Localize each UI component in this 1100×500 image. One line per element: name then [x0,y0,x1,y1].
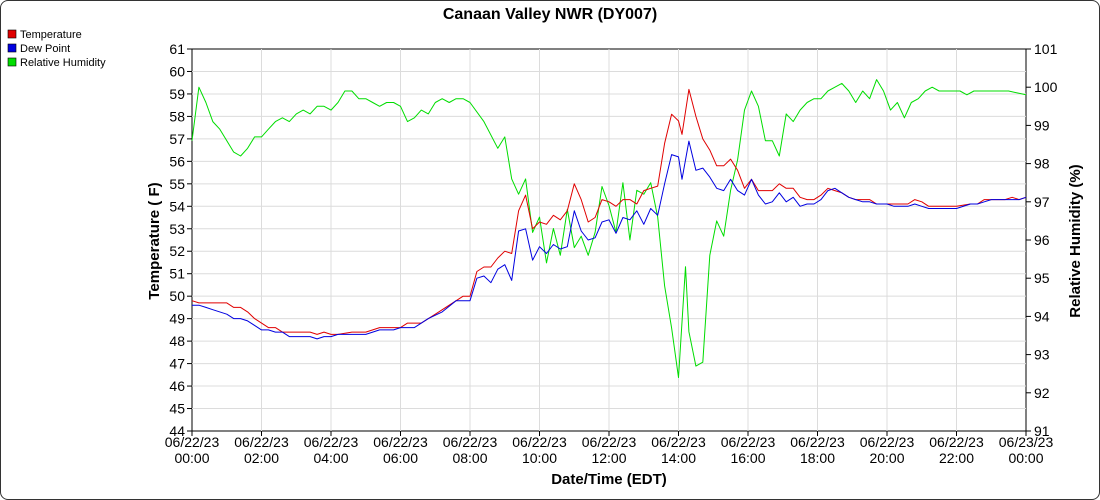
left-tick-label: 46 [169,378,185,394]
x-tick-date: 06/22/23 [443,434,498,450]
left-tick-label: 56 [169,153,185,169]
left-tick-label: 54 [169,198,185,214]
grid [192,49,1026,431]
x-axis-ticks: 06/22/2300:0006/22/2302:0006/22/2304:000… [165,431,1054,466]
left-tick-label: 61 [169,41,185,57]
x-tick-time: 00:00 [1008,450,1043,466]
legend-swatch-temperature [7,29,17,39]
x-tick-time: 22:00 [939,450,974,466]
legend-label-dew-point: Dew Point [20,43,70,55]
x-tick-time: 08:00 [452,450,487,466]
x-tick-time: 06:00 [383,450,418,466]
left-tick-label: 58 [169,108,185,124]
right-tick-label: 100 [1034,79,1058,95]
left-tick-label: 57 [169,131,185,147]
right-tick-label: 94 [1034,308,1050,324]
legend-label-temperature: Temperature [20,29,82,41]
x-tick-time: 10:00 [522,450,557,466]
series-line-temperature [191,88,1027,335]
x-tick-date: 06/22/23 [373,434,428,450]
legend-swatch-dew-point [7,43,17,53]
right-tick-label: 96 [1034,232,1050,248]
x-tick-time: 00:00 [174,450,209,466]
series-line-relative-humidity [191,79,1027,378]
x-tick-time: 14:00 [661,450,696,466]
x-tick-date: 06/22/23 [721,434,776,450]
legend-swatch-relative-humidity [7,57,17,67]
right-axis-label: Relative Humidity (%) [1067,164,1084,317]
right-tick-label: 93 [1034,347,1050,363]
right-tick-label: 95 [1034,270,1050,286]
left-tick-label: 44 [169,423,185,439]
series-layer [191,79,1027,378]
x-tick-date: 06/22/23 [651,434,706,450]
x-tick-time: 18:00 [800,450,835,466]
left-tick-label: 55 [169,176,185,192]
right-tick-label: 98 [1034,156,1050,172]
left-tick-label: 48 [169,333,185,349]
right-tick-label: 101 [1034,41,1058,57]
left-tick-label: 51 [169,266,185,282]
x-tick-date: 06/22/23 [582,434,637,450]
x-tick-date: 06/22/23 [860,434,915,450]
x-tick-time: 04:00 [313,450,348,466]
right-axis-ticks: 91 92 93 94 95 96 97 98 99 100 101 [1026,41,1058,439]
series-line-dew-point [192,140,1027,340]
left-tick-label: 53 [169,221,185,237]
left-tick-label: 45 [169,401,185,417]
left-tick-label: 49 [169,311,185,327]
x-tick-date: 06/22/23 [512,434,567,450]
left-tick-label: 47 [169,356,185,372]
left-tick-label: 52 [169,243,185,259]
x-axis-label: Date/Time (EDT) [551,471,667,488]
left-tick-label: 60 [169,63,185,79]
x-tick-date: 06/22/23 [929,434,984,450]
legend-label-relative-humidity: Relative Humidity [20,57,106,69]
left-axis-label: Temperature ( F) [146,182,163,299]
left-tick-label: 59 [169,86,185,102]
chart-title: Canaan Valley NWR (DY007) [443,6,657,23]
left-axis-ticks: 44 45 46 47 48 49 50 51 52 53 54 55 56 57 58 59 60 61 [169,41,192,439]
x-tick-time: 12:00 [591,450,626,466]
right-tick-label: 91 [1034,423,1050,439]
right-tick-label: 99 [1034,117,1050,133]
x-tick-date: 06/22/23 [165,434,220,450]
x-tick-date: 06/23/23 [999,434,1054,450]
x-tick-date: 06/22/23 [234,434,289,450]
right-tick-label: 92 [1034,385,1050,401]
legend: Temperature Dew Point Relative Humidity [7,29,106,69]
left-tick-label: 50 [169,288,185,304]
x-tick-time: 20:00 [869,450,904,466]
x-tick-date: 06/22/23 [790,434,845,450]
x-tick-date: 06/22/23 [304,434,359,450]
x-tick-time: 02:00 [244,450,279,466]
right-tick-label: 97 [1034,194,1050,210]
x-tick-time: 16:00 [730,450,765,466]
